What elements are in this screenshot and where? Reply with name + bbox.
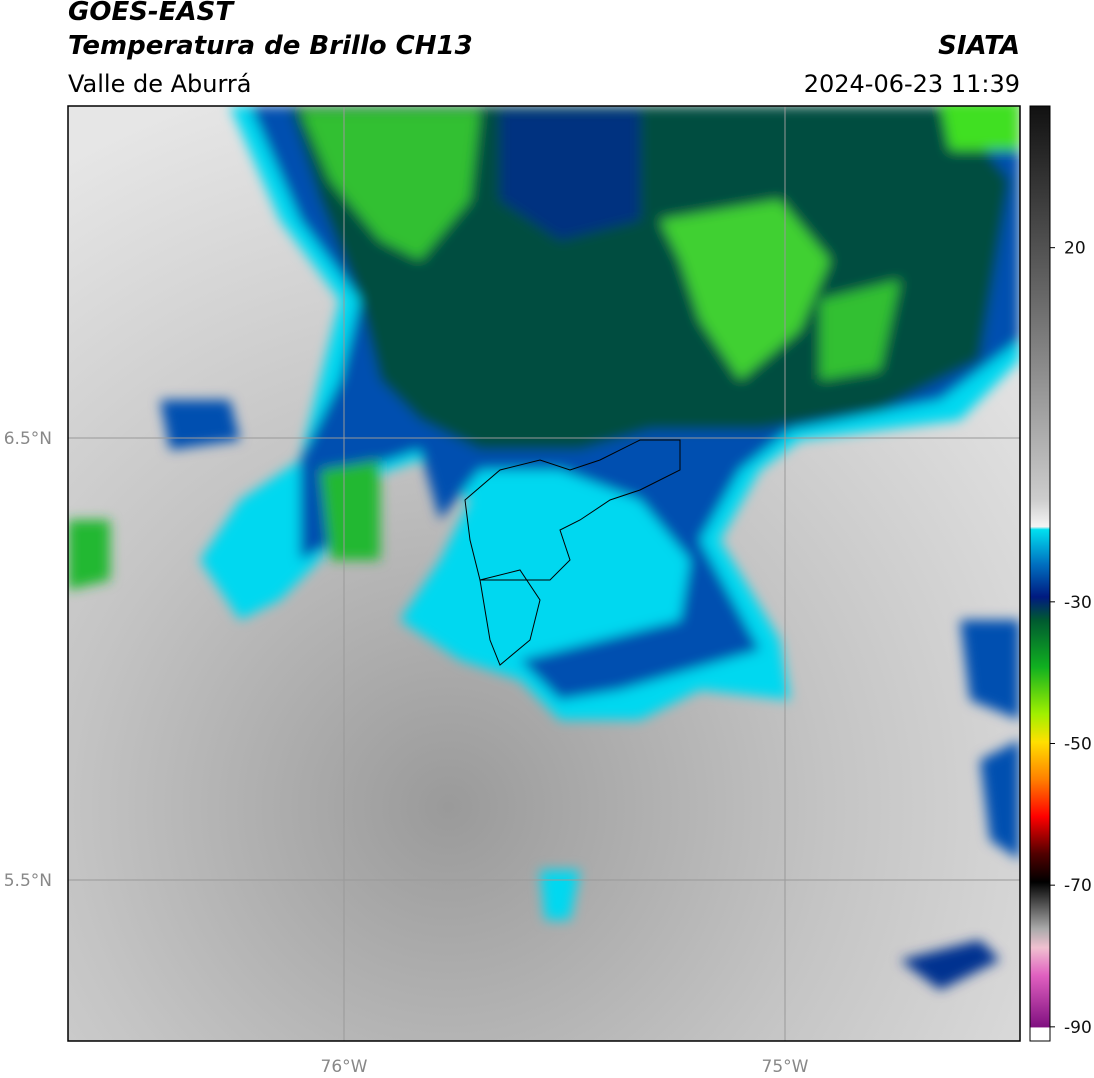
- agency: SIATA: [938, 31, 1020, 61]
- datetime: 2024-06-23 11:39: [804, 70, 1020, 98]
- satellite: GOES-EAST: [68, 0, 235, 27]
- colorbar-tick-label: -50: [1064, 735, 1092, 755]
- lon-label: 76°W: [321, 1057, 368, 1077]
- colorbar: [1029, 105, 1051, 1042]
- lat-label: 6.5°N: [4, 429, 52, 449]
- map: [68, 106, 1020, 1041]
- colorbar-tick-label: -70: [1064, 876, 1092, 896]
- lat-label: 5.5°N: [4, 871, 52, 891]
- map-frame: [67, 105, 1021, 1042]
- colorbar-tick-label: 20: [1064, 239, 1086, 259]
- colorbar-tick-label: -30: [1064, 593, 1092, 613]
- product: Temperatura de Brillo CH13: [68, 31, 473, 61]
- region: Valle de Aburrá: [68, 70, 252, 98]
- lon-label: 75°W: [762, 1057, 809, 1077]
- colorbar-tick-label: -90: [1064, 1018, 1092, 1038]
